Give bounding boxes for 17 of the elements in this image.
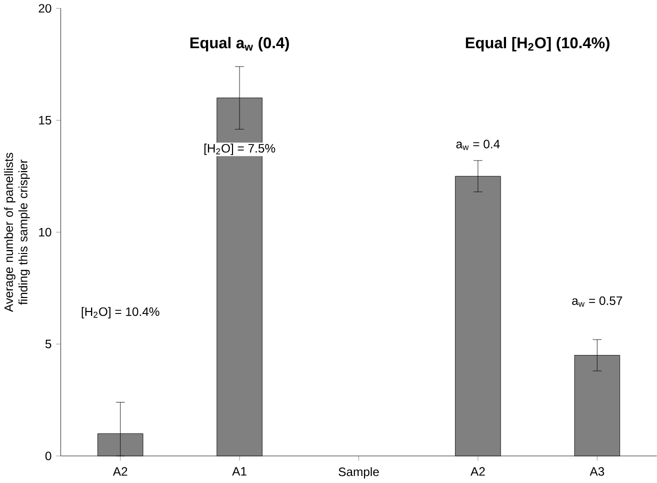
annotation: [H$_{2}$O] = 7.5% [204,144,276,156]
y-tick-label: 0 [45,452,52,460]
x-tick-label: A2 [470,467,485,476]
annotation: Equal [H$_{2}$O] (10.4%) [466,37,610,52]
annotation: [H$_{2}$O] = 10.4% [82,307,160,319]
annotation: Equal a$_{w}$ (0.4) [190,37,289,52]
annotation: a$_{w}$ = 0.57 [572,296,622,307]
y-tick-label: 15 [39,116,52,125]
y-tick-label: 10 [39,228,52,237]
x-tick-label: A3 [590,467,604,476]
y-axis-title: Average number of panellists finding this sample crispier [4,153,30,312]
annotation: a$_{w}$ = 0.4 [456,140,500,150]
x-tick-label: A2 [112,467,128,476]
x-tick-label: Sample [338,467,379,479]
x-tick-label: A1 [232,467,246,476]
y-tick-label: 5 [45,340,52,349]
y-tick-label: 20 [38,4,52,13]
